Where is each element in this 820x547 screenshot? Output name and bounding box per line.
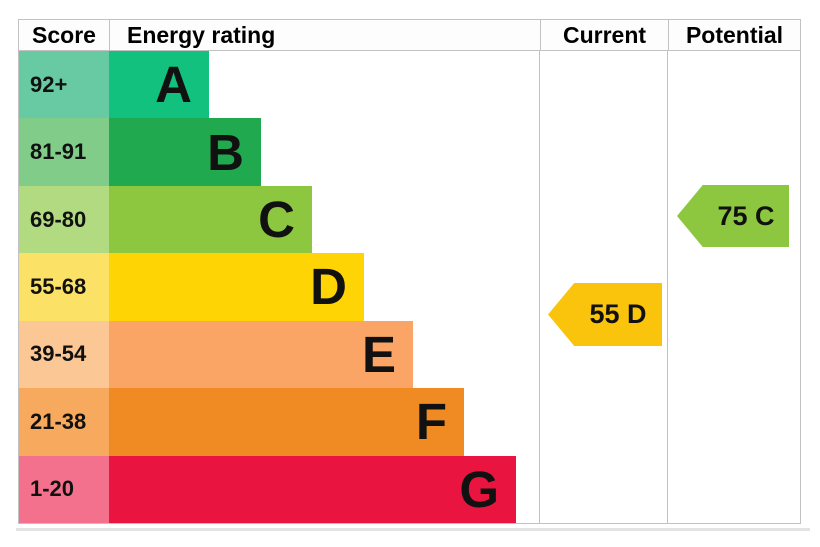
potential-rating-label: 75 C: [717, 200, 775, 231]
table-body: 92+ A 81-91 B 69-80 C: [19, 51, 800, 523]
score-cell: 1-20: [19, 455, 109, 523]
rating-bar: B: [109, 118, 261, 186]
band-row-b: 81-91 B: [19, 118, 540, 186]
header-score: Score: [32, 21, 96, 48]
band-row-g: 1-20 G: [19, 455, 540, 523]
table-header-row: Score Energy rating Current Potential: [19, 20, 800, 51]
score-cell: 92+: [19, 51, 109, 119]
score-cell: 55-68: [19, 253, 109, 321]
band-row-a: 92+ A: [19, 51, 540, 119]
rating-bar: A: [109, 51, 209, 119]
column-divider-current: [539, 51, 540, 523]
potential-rating-arrow: 75 C: [677, 185, 789, 247]
rating-bar: D: [109, 253, 364, 321]
rating-letter: D: [310, 258, 347, 316]
band-row-f: 21-38 F: [19, 388, 540, 456]
rating-bar: C: [109, 185, 312, 254]
score-cell: 69-80: [19, 185, 109, 254]
rating-bands: 92+ A 81-91 B 69-80 C: [19, 51, 540, 523]
score-cell: 81-91: [19, 118, 109, 186]
rating-bar: E: [109, 320, 413, 389]
rating-letter: F: [415, 393, 447, 451]
band-row-d: 55-68 D: [19, 253, 540, 321]
rating-letter: A: [155, 56, 192, 114]
rating-letter: E: [361, 325, 396, 383]
rating-letter: C: [258, 191, 295, 249]
current-rating-arrow: 55 D: [548, 283, 662, 346]
header-current: Current: [540, 20, 668, 50]
score-cell: 21-38: [19, 388, 109, 456]
score-cell: 39-54: [19, 320, 109, 389]
rating-letter: G: [459, 460, 499, 518]
rating-bar: G: [109, 455, 516, 523]
band-row-c: 69-80 C: [19, 185, 540, 254]
rating-letter: B: [207, 123, 244, 181]
header-energy-rating: Energy rating: [109, 20, 540, 50]
rating-bar: F: [109, 388, 464, 456]
header-potential: Potential: [668, 20, 800, 50]
column-divider-potential: [667, 51, 668, 523]
band-row-e: 39-54 E: [19, 320, 540, 389]
epc-table: Score Energy rating Current Potential 92…: [18, 19, 801, 524]
current-rating-label: 55 D: [589, 299, 647, 329]
horizontal-rule: [16, 528, 810, 531]
